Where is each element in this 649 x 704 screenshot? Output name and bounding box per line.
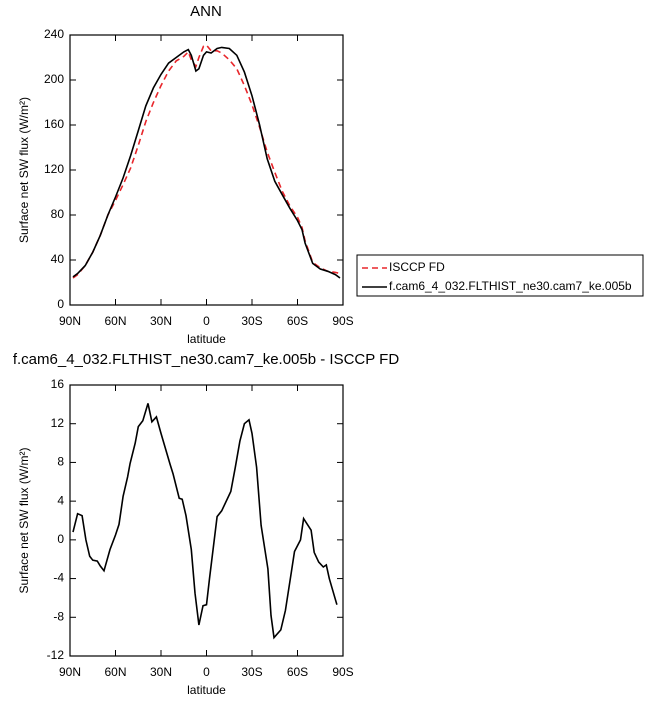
x-tick-label: 60S <box>287 665 308 679</box>
x-tick-label: 60S <box>287 314 308 328</box>
plot-frame <box>69 384 344 657</box>
y-tick-label: 80 <box>51 207 65 221</box>
y-tick-label: 160 <box>44 117 64 131</box>
y-tick-label: 40 <box>51 252 65 266</box>
legend-label: ISCCP FD <box>389 260 445 274</box>
y-tick-label: 200 <box>44 72 64 86</box>
data-line <box>72 403 338 640</box>
x-tick-label: 30S <box>241 665 262 679</box>
y-tick-label: -12 <box>47 648 65 662</box>
data-line <box>72 46 341 279</box>
y-tick-label: 8 <box>57 455 64 469</box>
chart-title: f.cam6_4_032.FLTHIST_ne30.cam7_ke.005b -… <box>13 351 399 368</box>
x-tick-label: 60N <box>104 665 126 679</box>
y-tick-label: 12 <box>51 416 65 430</box>
x-axis-label: latitude <box>187 332 226 346</box>
x-tick-label: 90N <box>59 314 81 328</box>
legend-label: f.cam6_4_032.FLTHIST_ne30.cam7_ke.005b <box>389 279 632 293</box>
x-tick-label: 0 <box>203 314 210 328</box>
y-tick-label: 0 <box>57 532 64 546</box>
x-tick-label: 30N <box>150 665 172 679</box>
y-tick-label: 4 <box>57 493 64 507</box>
x-tick-label: 90S <box>332 314 353 328</box>
y-tick-label: -4 <box>53 571 64 585</box>
chart-title: ANN <box>190 3 222 20</box>
data-line <box>72 44 341 279</box>
x-tick-label: 0 <box>203 665 210 679</box>
y-tick-label: 120 <box>44 162 64 176</box>
x-tick-label: 30N <box>150 314 172 328</box>
y-tick-label: 240 <box>44 27 64 41</box>
x-tick-label: 30S <box>241 314 262 328</box>
y-tick-label: -8 <box>53 609 64 623</box>
legend-box <box>356 254 644 297</box>
y-tick-label: 16 <box>51 377 65 391</box>
x-tick-label: 90S <box>332 665 353 679</box>
y-tick-label: 0 <box>57 297 64 311</box>
plot-frame <box>69 34 344 306</box>
x-axis-label: latitude <box>187 683 226 697</box>
x-tick-label: 60N <box>104 314 126 328</box>
y-axis-label: Surface net SW flux (W/m²) <box>17 97 31 243</box>
x-tick-label: 90N <box>59 665 81 679</box>
y-axis-label: Surface net SW flux (W/m²) <box>17 447 31 593</box>
